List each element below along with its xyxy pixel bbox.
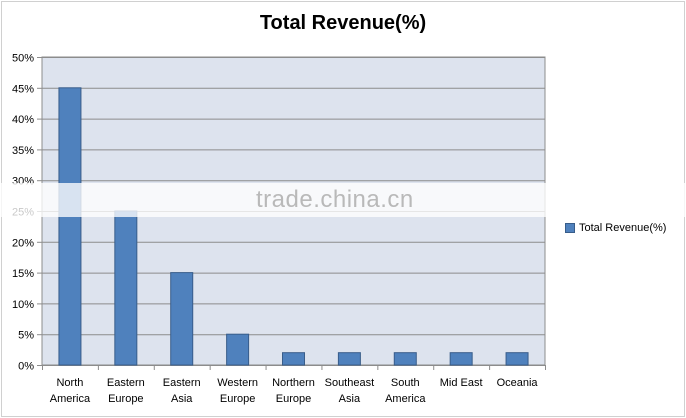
- x-tick-label: Northern: [272, 377, 315, 389]
- x-tick-label: Eastern: [163, 377, 201, 389]
- x-tick-label: Southeast: [325, 377, 375, 389]
- x-tick-label: Mid East: [440, 377, 483, 389]
- x-tick-label: Europe: [220, 393, 255, 405]
- x-tick-label: Asia: [339, 393, 361, 405]
- x-tick-label: Europe: [276, 393, 311, 405]
- bar: [449, 352, 473, 366]
- bar: [337, 352, 361, 366]
- x-tick-label: North: [56, 377, 83, 389]
- y-tick-label: 5%: [18, 330, 34, 342]
- x-tick-label: Western: [217, 377, 258, 389]
- x-tick-label: Asia: [171, 393, 193, 405]
- watermark-text: trade.china.cn: [256, 186, 414, 213]
- watermark-band: [0, 183, 686, 217]
- bar: [170, 272, 194, 366]
- x-tick-label: America: [50, 393, 91, 405]
- y-tick-label: 20%: [12, 237, 34, 249]
- bar: [58, 87, 82, 366]
- x-tick-label: Europe: [108, 393, 143, 405]
- x-tick-label: South: [391, 377, 420, 389]
- bar: [393, 352, 417, 366]
- x-tick-label: America: [385, 393, 426, 405]
- y-tick-label: 0%: [18, 361, 34, 373]
- y-tick-label: 50%: [12, 53, 34, 65]
- y-tick-label: 10%: [12, 299, 34, 311]
- bar: [505, 352, 529, 366]
- y-tick-label: 45%: [12, 83, 34, 95]
- bar: [226, 333, 250, 366]
- x-tick-label: Oceania: [497, 377, 539, 389]
- legend-swatch: [565, 223, 575, 233]
- legend-label: Total Revenue(%): [579, 222, 667, 234]
- y-tick-label: 40%: [12, 114, 34, 126]
- y-tick-label: 35%: [12, 145, 34, 157]
- chart-title: Total Revenue(%): [259, 12, 427, 34]
- bar: [114, 210, 138, 366]
- chart-legend: Total Revenue(%): [565, 222, 666, 234]
- bar: [282, 352, 305, 366]
- y-tick-label: 15%: [12, 268, 34, 280]
- x-tick-label: Eastern: [107, 377, 145, 389]
